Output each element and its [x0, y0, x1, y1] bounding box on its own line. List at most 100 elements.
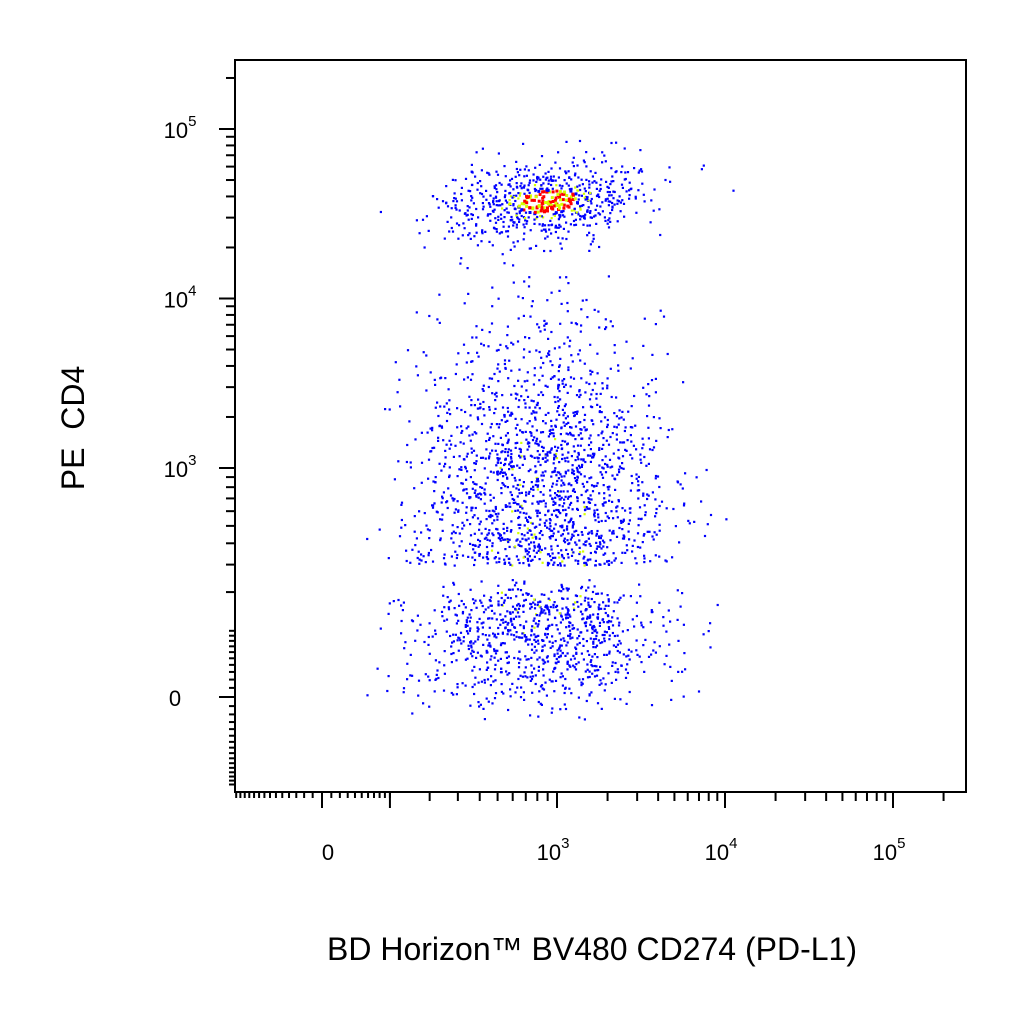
- event-point: [706, 523, 709, 526]
- event-point: [416, 614, 419, 617]
- event-point: [589, 211, 592, 214]
- event-point: [470, 644, 473, 647]
- event-point: [449, 413, 452, 416]
- event-point: [636, 532, 640, 535]
- event-point: [577, 661, 580, 664]
- event-point: [507, 454, 510, 457]
- event-point: [588, 653, 591, 656]
- event-point: [547, 224, 550, 227]
- event-point: [569, 339, 572, 342]
- event-point: [431, 429, 434, 432]
- event-point: [558, 471, 561, 474]
- event-point: [649, 560, 652, 563]
- event-point: [586, 507, 589, 510]
- event-point: [431, 504, 434, 507]
- event-point: [577, 562, 580, 565]
- event-point: [519, 523, 522, 526]
- event-point: [541, 639, 544, 642]
- event-point: [431, 560, 435, 563]
- event-point: [460, 599, 463, 603]
- event-point: [467, 234, 470, 237]
- event-point: [670, 698, 673, 701]
- event-point: [610, 681, 613, 684]
- event-point: [503, 599, 506, 602]
- event-point: [485, 198, 488, 201]
- event-point: [498, 370, 501, 373]
- event-point: [462, 458, 465, 461]
- event-point: [564, 495, 567, 498]
- event-point: [457, 237, 460, 240]
- event-point: [536, 545, 539, 548]
- event-point: [540, 431, 543, 434]
- event-point: [625, 190, 628, 193]
- event-point: [471, 213, 474, 217]
- event-point: [654, 391, 657, 394]
- event-point: [561, 652, 564, 655]
- event-point: [554, 640, 557, 643]
- event-point: [485, 448, 488, 451]
- event-point: [440, 469, 443, 472]
- event-point: [587, 601, 590, 604]
- event-point: [478, 523, 481, 526]
- event-point: [540, 500, 543, 503]
- event-point: [622, 518, 625, 521]
- event-point: [482, 707, 485, 710]
- event-point: [534, 674, 537, 677]
- event-point: [440, 376, 443, 379]
- event-point: [488, 634, 491, 637]
- event-point: [448, 600, 451, 604]
- event-point: [541, 457, 544, 460]
- event-point: [603, 541, 606, 544]
- event-point: [599, 187, 602, 191]
- event-point: [561, 184, 564, 188]
- event-point: [516, 340, 520, 343]
- event-point: [510, 520, 513, 523]
- event-point: [600, 178, 603, 181]
- event-point: [488, 408, 491, 411]
- event-point: [539, 702, 542, 705]
- event-point: [464, 624, 467, 627]
- event-point: [467, 644, 470, 647]
- event-point: [541, 561, 544, 564]
- event-point: [565, 528, 569, 531]
- event-point: [611, 325, 614, 328]
- event-point: [524, 336, 527, 339]
- event-point: [604, 160, 607, 163]
- event-point: [472, 650, 475, 653]
- event-point: [498, 232, 501, 235]
- event-point: [509, 530, 512, 533]
- event-point: [482, 611, 486, 614]
- event-point: [586, 224, 589, 227]
- event-point: [560, 644, 563, 647]
- event-point: [566, 539, 569, 542]
- event-point: [457, 636, 460, 639]
- event-point: [539, 612, 542, 615]
- event-point: [530, 481, 533, 484]
- event-point: [550, 513, 553, 516]
- event-point: [608, 529, 611, 532]
- event-point: [463, 227, 466, 230]
- event-point: [523, 671, 526, 674]
- event-point: [521, 463, 524, 466]
- event-point: [523, 582, 526, 585]
- event-point: [563, 385, 566, 388]
- event-point: [563, 483, 566, 486]
- event-point: [573, 197, 577, 201]
- event-point: [434, 678, 437, 681]
- event-point: [546, 618, 549, 621]
- event-point: [554, 211, 558, 215]
- event-point: [462, 636, 465, 639]
- event-point: [471, 655, 474, 658]
- event-point: [560, 534, 563, 537]
- event-point: [557, 552, 560, 555]
- event-point: [512, 465, 515, 468]
- event-point: [589, 623, 592, 626]
- event-point: [512, 634, 516, 637]
- event-point: [553, 601, 556, 604]
- event-point: [528, 247, 531, 250]
- event-point: [572, 219, 576, 223]
- event-point: [491, 702, 494, 705]
- event-point: [456, 500, 459, 503]
- event-point: [621, 630, 624, 633]
- event-point: [574, 668, 578, 671]
